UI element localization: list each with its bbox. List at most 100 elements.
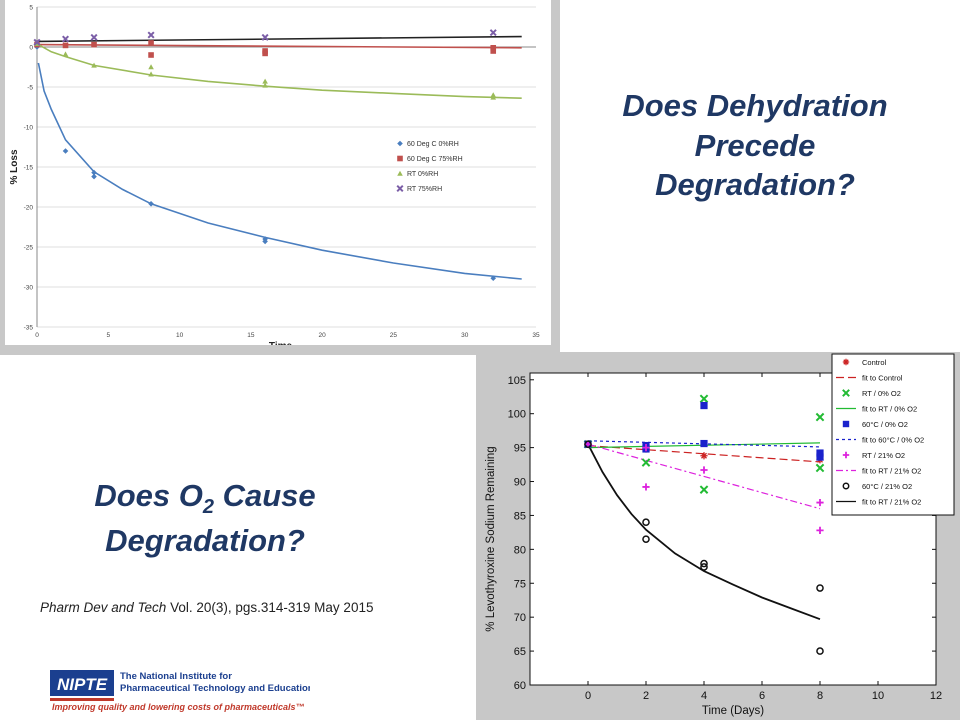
chart2-legend-label: fit to 60°C / 0% O2	[862, 436, 924, 445]
chart2-fit-line	[587, 443, 821, 621]
chart1-x-tick-label: 5	[106, 332, 110, 339]
chart1-data-point	[148, 64, 154, 70]
chart1-x-tick-label: 0	[35, 332, 39, 339]
chart1-grid	[37, 6, 536, 328]
chart2-x-tick-label: 6	[759, 690, 765, 702]
chart1-legend-marker	[397, 140, 403, 147]
chart1-data-point	[91, 62, 97, 68]
chart2-legend-marker	[842, 482, 850, 490]
chart1-y-tick-label: -20	[24, 205, 34, 212]
chart2-x-tick-label: 4	[701, 690, 707, 702]
chart1-data-point	[62, 42, 69, 49]
chart1-y-tick-label: 0	[29, 45, 33, 52]
heading-oxygen-sub: 2	[202, 496, 214, 519]
chart2-x-tick-label: 2	[643, 690, 649, 702]
chart1-legend-label: RT 0%RH	[407, 171, 438, 178]
citation-rest: Vol. 20(3), pgs.314-319 May 2015	[166, 600, 374, 615]
chart1-x-axis-label: Time	[269, 341, 293, 345]
chart2-y-axis-label: % Levothyroxine Sodium Remaining	[485, 446, 497, 631]
chart2-data-point	[816, 449, 824, 457]
chart2-data-point	[699, 394, 709, 404]
chart2-legend: Control fit to Control RT / 0% O2 fit to RT…	[831, 353, 955, 516]
chart1-y-axis-label: % Loss	[9, 149, 20, 184]
chart2-data-point	[642, 535, 650, 543]
nipte-logo-graphic: NIPTE The National Institute for Pharmac…	[50, 670, 314, 712]
chart2-data-point	[699, 485, 709, 494]
chart1-fit-line	[36, 43, 522, 49]
chart1-data-point	[490, 45, 497, 51]
chart-panel-oxygen: 60 65 70 75 80 85 90 95 100 105 0 2 4 6 8 10 12 Time (Day…	[476, 352, 960, 720]
chart2-legend-label: RT / 21% O2	[862, 451, 905, 460]
chart1-fit-line	[36, 35, 522, 43]
chart-area-percent-loss: 50-5-10-15-20-25-30-3505101520253035Time…	[5, 0, 551, 353]
chart2-data-point	[816, 647, 824, 655]
chart1-legend: 60 Deg C 0%RH 60 Deg C 75%RH RT 0%RH RT 75%…	[396, 140, 463, 193]
chart2-y-tick-label: 75	[514, 578, 526, 590]
chart1-data-point	[489, 29, 497, 37]
chart-panel-dehydration: 50-5-10-15-20-25-30-3505101520253035Time…	[0, 0, 560, 355]
chart1-x-tick-label: 30	[461, 332, 469, 339]
chart2-y-tick-label: 80	[514, 544, 526, 556]
chart2-data-point	[816, 584, 824, 592]
chart1-data-point	[490, 48, 497, 54]
heading-oxygen: Does O2 Cause Degradation?	[70, 476, 340, 560]
chart2-y-tick-label: 60	[514, 680, 526, 692]
chart1-legend-label: RT 75%RH	[407, 186, 442, 193]
chart1-legend-marker	[396, 184, 404, 193]
chart1-y-tick-label: -10	[24, 125, 34, 132]
chart2-legend-label: RT / 0% O2	[862, 389, 901, 398]
chart2-data-point	[642, 444, 650, 452]
chart2-data-point	[815, 412, 825, 422]
chart2-legend-marker	[842, 358, 850, 366]
chart2-data-point	[700, 452, 708, 460]
chart2-legend-label: fit to RT / 21% O2	[862, 467, 921, 476]
chart2-legend-box	[831, 353, 955, 516]
chart2-data-point	[584, 440, 592, 449]
chart1-legend-marker	[397, 155, 403, 162]
chart1-y-tick-label: -25	[24, 245, 34, 252]
chart2-data-point	[700, 466, 708, 474]
chart1-data-point	[262, 78, 268, 84]
nipte-logo: NIPTE The National Institute for Pharmac…	[50, 668, 314, 712]
chart1-y-tick-label: -5	[27, 85, 33, 92]
chart2-data-point	[641, 458, 651, 467]
citation: Pharm Dev and Tech Vol. 20(3), pgs.314-3…	[40, 600, 373, 615]
chart2-x-tick-label: 0	[585, 690, 591, 702]
chart2-x-tick-label: 12	[930, 690, 942, 702]
chart2-x-tick-label: 8	[817, 690, 823, 702]
chart1-x-tick-label: 10	[176, 332, 184, 339]
chart1-x-tick-label: 15	[247, 332, 255, 339]
chart2-data-point	[642, 518, 650, 527]
heading-dehydration: Does Dehydration Precede Degradation?	[622, 88, 888, 203]
chart2-legend-marker	[842, 389, 850, 397]
chart2-legend-marker	[842, 451, 850, 459]
chart2-x-tick-label: 10	[872, 690, 884, 702]
chart1-y-tick-label: 5	[29, 5, 33, 12]
chart2-legend-label: fit to RT / 0% O2	[862, 405, 917, 414]
chart2-data-point	[700, 559, 708, 568]
chart2-legend-label: 60°C / 0% O2	[862, 420, 908, 429]
chart1-data-point	[262, 82, 268, 88]
logo-mark-box	[50, 670, 114, 696]
chart1-y-tick-label: -15	[24, 165, 34, 172]
chart2-data-point	[700, 563, 708, 571]
heading-oxygen-post: Cause Degradation?	[105, 478, 316, 558]
chart1-data-point	[490, 94, 497, 100]
chart1-legend-label: 60 Deg C 75%RH	[407, 156, 463, 163]
chart1-data-point	[261, 33, 269, 41]
chart1-data-point	[91, 173, 97, 180]
chart2-y-tick-label: 105	[508, 375, 526, 387]
chart1-data-point	[148, 71, 154, 77]
chart2-x-axis-label: Time (Days)	[702, 705, 764, 717]
chart1-x-tick-label: 35	[532, 332, 540, 339]
chart2-data-point	[700, 401, 708, 410]
chart1-x-tick-label: 25	[390, 332, 398, 339]
chart1-data-point	[262, 50, 268, 57]
chart2-data-point	[816, 498, 824, 507]
chart1-data-point	[90, 33, 98, 41]
chart2-data-point	[816, 526, 824, 534]
logo-line1: The National Institute for	[120, 671, 232, 682]
chart2-legend-label: Control	[862, 358, 887, 367]
chart1-data-point	[148, 52, 154, 58]
percent-loss-chart: 50-5-10-15-20-25-30-3505101520253035Time…	[9, 5, 540, 353]
